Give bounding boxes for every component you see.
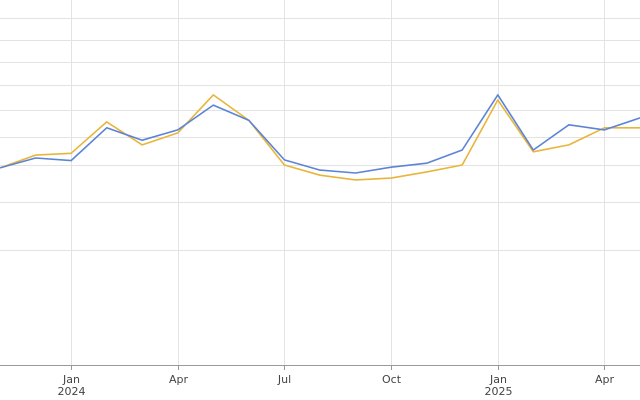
x-tick-label: Jan 2025 [485,373,513,398]
x-tick-label: Jul [277,373,291,386]
x-axis-ticks: Jan 2024 Apr Jul Oct Jan 2025 Apr [58,365,615,398]
series-line [0,94,640,181]
x-tick-label: Apr [169,373,189,386]
x-tick-label: Jan 2024 [58,373,86,398]
grid [0,0,640,365]
plot-area [0,94,640,181]
series-line [0,94,640,174]
x-tick-label: Oct [382,373,402,386]
x-tick-label: Apr [595,373,615,386]
